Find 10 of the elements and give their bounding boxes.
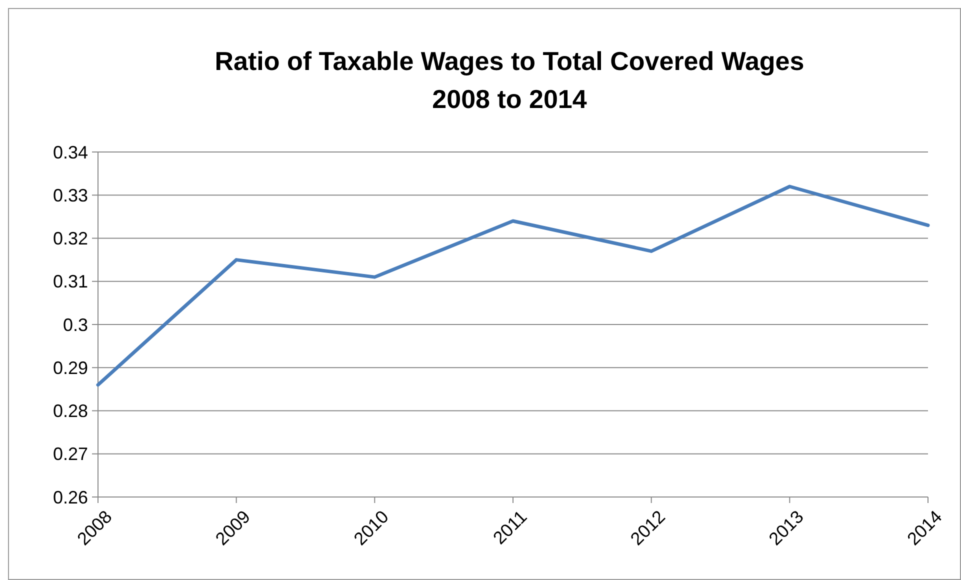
y-tick-label: 0.28 [52, 401, 88, 422]
chart-title: Ratio of Taxable Wages to Total Covered Wages 2008 to 2014 [214, 46, 804, 114]
y-tick-label: 0.31 [52, 272, 88, 292]
y-tick-label: 0.26 [52, 487, 88, 508]
y-tick-label: 0.34 [52, 142, 88, 162]
y-tick-label: 0.32 [52, 228, 88, 249]
y-tick-label: 0.27 [52, 444, 88, 464]
y-tick-label: 0.29 [52, 358, 88, 378]
y-tick-label: 0.3 [62, 314, 88, 335]
y-tick-label: 0.33 [52, 185, 88, 206]
